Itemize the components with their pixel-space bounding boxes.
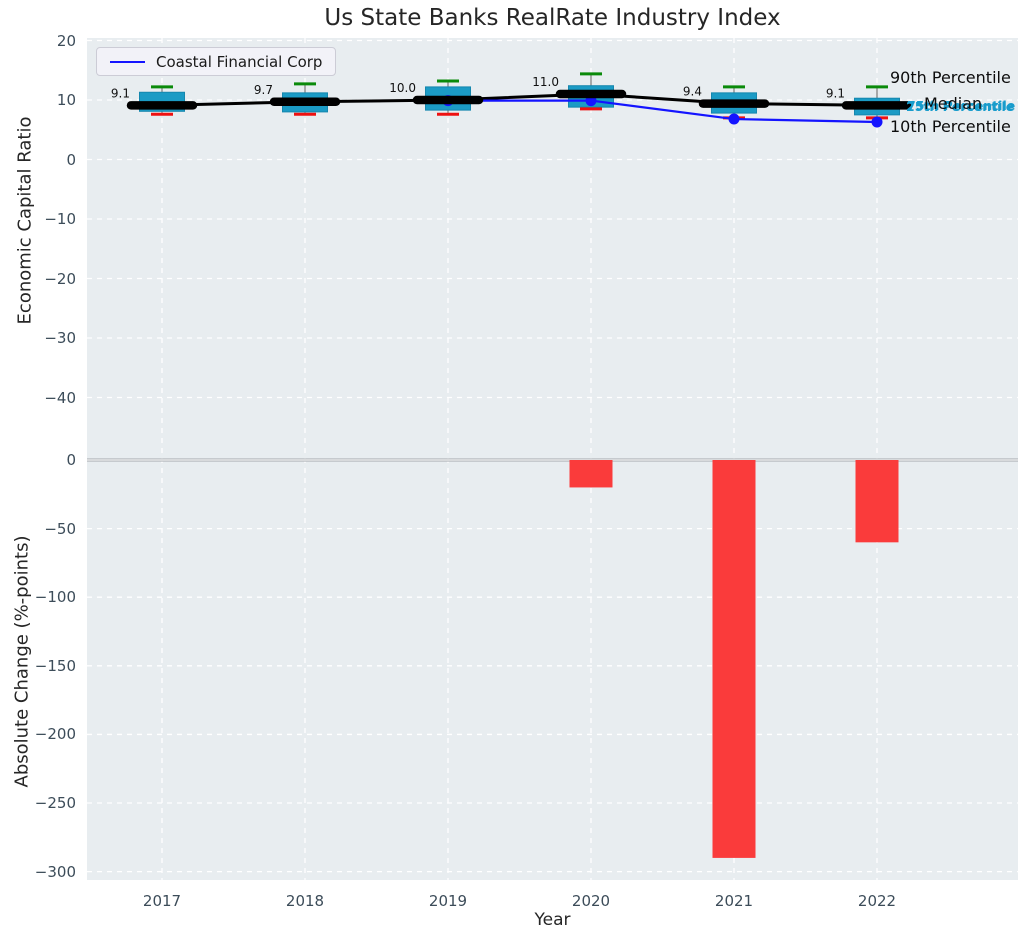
median-value-label: 11.0: [532, 75, 559, 89]
legend: Coastal Financial Corp: [96, 47, 337, 76]
annotation-75th-percentile: 75th Percentile: [907, 98, 1016, 113]
y-tick-label: −50: [44, 519, 76, 538]
x-tick-label: 2018: [285, 892, 325, 910]
annotation-10th-percentile: 10th Percentile: [890, 117, 1011, 136]
x-tick-label: 2020: [571, 892, 611, 910]
company-point: [871, 116, 883, 128]
y-tick-label: 10: [56, 91, 76, 109]
median-value-label: 9.1: [111, 86, 130, 100]
median-value-label: 9.4: [683, 85, 702, 99]
x-tick-label: 2017: [142, 892, 182, 910]
chart-title: Us State Banks RealRate Industry Index: [324, 5, 781, 31]
y-tick-label: −250: [34, 794, 76, 813]
y-tick-label: 20: [56, 31, 76, 50]
annotation-median: Median: [924, 94, 983, 113]
company-point: [728, 113, 740, 125]
y-tick-label: 0: [66, 150, 76, 169]
y-tick-label: −300: [34, 862, 76, 881]
y-tick-label: −30: [44, 329, 76, 347]
bar: [712, 460, 756, 858]
legend-line-swatch: [110, 60, 145, 63]
x-axis-label: Year: [534, 910, 571, 930]
company-line: [448, 99, 878, 124]
x-tick-label: 2019: [428, 892, 468, 910]
y-tick-label: −40: [44, 388, 76, 407]
median-value-label: 10.0: [389, 81, 416, 95]
y-tick-label: −150: [34, 656, 76, 675]
y-tick-label: 0: [66, 451, 76, 469]
y-tick-label: −200: [34, 725, 76, 744]
y-tick-label: −10: [44, 210, 76, 228]
x-tick-label: 2022: [857, 892, 897, 910]
annotation-25th-percentile: 25th Percentile: [906, 99, 1015, 114]
median-value-label: 9.7: [254, 83, 273, 97]
median-value-label: 9.1: [826, 86, 845, 100]
bar: [855, 460, 899, 543]
y-tick-label: −100: [34, 588, 76, 607]
legend-label: Coastal Financial Corp: [156, 52, 323, 71]
y-tick-label: −20: [44, 269, 76, 288]
bar: [569, 460, 613, 488]
x-tick-label: 2021: [714, 892, 754, 910]
annotation-90th-percentile: 90th Percentile: [890, 68, 1011, 87]
